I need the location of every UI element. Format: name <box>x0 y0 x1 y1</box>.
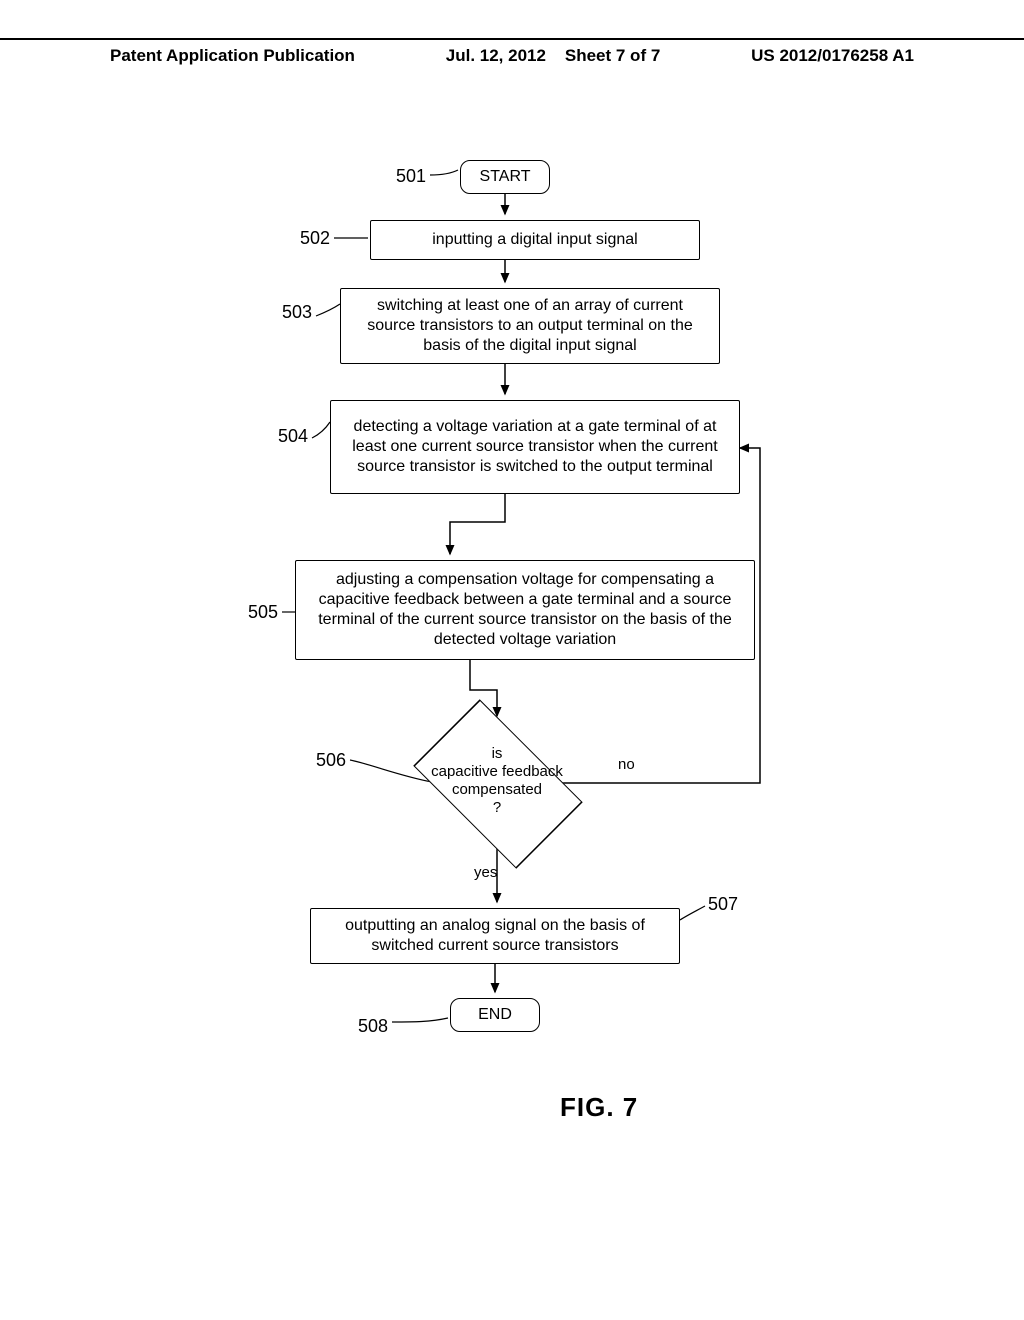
ref-label-505: 505 <box>248 602 278 623</box>
process-507: outputting an analog signal on the basis… <box>310 908 680 964</box>
decision-text-506: iscapacitive feedbackcompensated? <box>402 745 592 817</box>
ref-label-503: 503 <box>282 302 312 323</box>
decision-506: iscapacitive feedbackcompensated? <box>432 718 562 848</box>
header-center: Jul. 12, 2012 Sheet 7 of 7 <box>355 46 751 66</box>
terminal-508: END <box>450 998 540 1032</box>
process-503: switching at least one of an array of cu… <box>340 288 720 364</box>
ref-label-508: 508 <box>358 1016 388 1037</box>
ref-label-502: 502 <box>300 228 330 249</box>
terminal-501: START <box>460 160 550 194</box>
process-502: inputting a digital input signal <box>370 220 700 260</box>
header-left: Patent Application Publication <box>0 46 355 66</box>
flowchart: START inputting a digital input signal swi… <box>0 160 1024 1180</box>
edge-label-no: no <box>618 756 635 773</box>
process-504: detecting a voltage variation at a gate … <box>330 400 740 494</box>
ref-label-507: 507 <box>708 894 738 915</box>
page: Patent Application Publication Jul. 12, … <box>0 0 1024 1320</box>
ref-label-501: 501 <box>396 166 426 187</box>
figure-label: FIG. 7 <box>560 1092 638 1123</box>
header-sheet: Sheet 7 of 7 <box>565 46 660 65</box>
ref-label-506: 506 <box>316 750 346 771</box>
page-header: Patent Application Publication Jul. 12, … <box>0 38 1024 66</box>
ref-label-504: 504 <box>278 426 308 447</box>
process-505: adjusting a compensation voltage for com… <box>295 560 755 660</box>
edge-label-yes: yes <box>474 864 497 881</box>
header-right: US 2012/0176258 A1 <box>751 46 1024 66</box>
header-date: Jul. 12, 2012 <box>446 46 546 65</box>
